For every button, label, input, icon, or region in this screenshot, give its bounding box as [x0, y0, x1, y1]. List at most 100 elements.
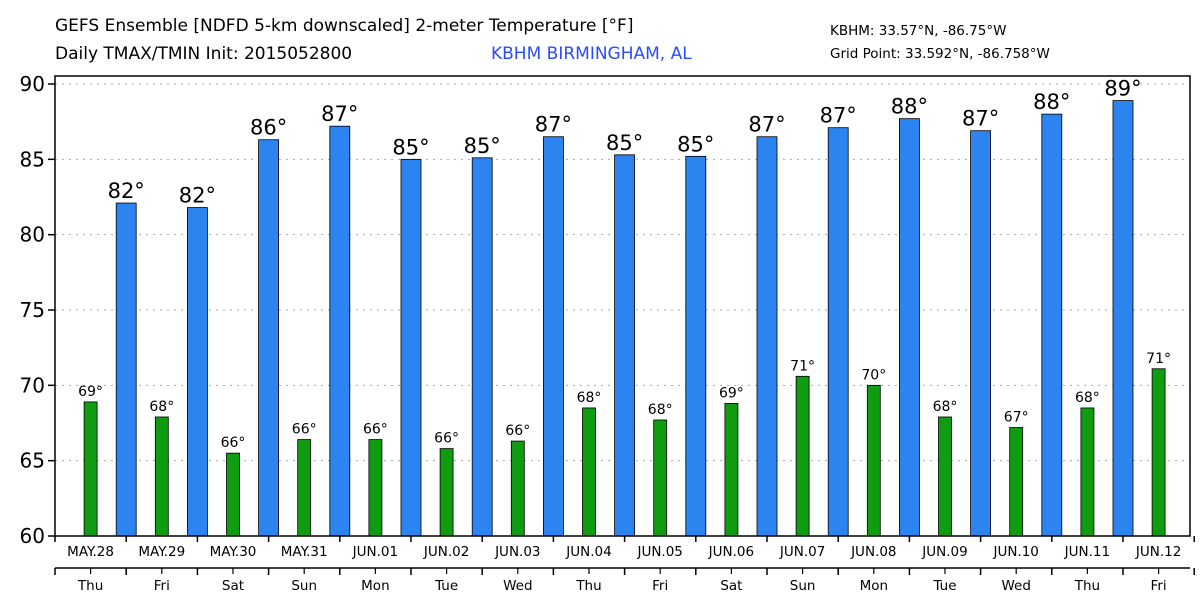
weekday-label: Fri	[1151, 578, 1167, 594]
tmin-label: 68°	[648, 402, 673, 418]
y-tick-label: 80	[20, 223, 45, 247]
date-label: MAY.29	[138, 544, 185, 560]
tmax-label: 82°	[108, 179, 145, 203]
weekday-label: Mon	[361, 578, 389, 594]
date-label: MAY.30	[210, 544, 257, 560]
tmax-label: 87°	[321, 102, 358, 126]
date-label: JUN.03	[494, 544, 540, 560]
date-label: MAY.28	[67, 544, 114, 560]
tmin-bar	[297, 439, 312, 537]
tmax-bar	[685, 155, 707, 537]
y-tick-label: 75	[20, 298, 45, 322]
tmin-label: 66°	[292, 422, 317, 438]
weekday-label: Sat	[720, 578, 742, 594]
tmin-label: 68°	[577, 390, 602, 406]
tmax-label: 85°	[464, 134, 501, 158]
tmax-bar	[400, 158, 422, 537]
tmax-bar	[756, 136, 778, 537]
date-label: JUN.05	[636, 544, 682, 560]
weekday-label: Thu	[77, 578, 103, 594]
tmax-bar	[614, 154, 635, 537]
y-tick-label: 90	[20, 72, 45, 96]
station-name: KBHM BIRMINGHAM, AL	[491, 44, 692, 64]
plot-frame	[54, 75, 1191, 537]
weekday-label: Wed	[503, 578, 532, 594]
tmin-label: 68°	[149, 399, 174, 415]
tmax-label: 88°	[891, 95, 928, 119]
tmax-label: 87°	[962, 107, 999, 131]
weekday-label: Fri	[154, 578, 170, 594]
date-label: JUN.09	[921, 544, 967, 560]
tmin-label: 68°	[933, 399, 958, 415]
tmin-bar	[1080, 407, 1095, 537]
tmin-bar	[510, 440, 525, 537]
weekday-label: Mon	[860, 578, 888, 594]
tmax-label: 85°	[606, 131, 643, 155]
tmin-label: 68°	[1075, 390, 1100, 406]
tmax-label: 87°	[748, 113, 785, 137]
date-label: JUN.12	[1135, 544, 1181, 560]
tmin-bar	[1151, 368, 1166, 537]
tmin-bar	[226, 452, 240, 537]
weekday-label: Thu	[1074, 578, 1100, 594]
weekday-label: Wed	[1001, 578, 1030, 594]
y-tick-label: 70	[20, 373, 45, 397]
tmax-label: 87°	[535, 113, 572, 137]
tmax-bar	[1112, 100, 1134, 537]
y-tick-label: 85	[20, 147, 45, 171]
tmax-label: 86°	[250, 116, 287, 140]
tmin-label: 66°	[221, 435, 246, 451]
tmax-bar	[258, 139, 280, 537]
weekday-label: Sun	[790, 578, 816, 594]
tmax-label: 89°	[1104, 77, 1141, 101]
weekday-label: Fri	[652, 578, 668, 594]
tmax-label: 85°	[677, 132, 714, 156]
date-label: JUN.06	[708, 544, 754, 560]
tmax-bar	[827, 127, 849, 537]
date-label: JUN.08	[850, 544, 896, 560]
date-label: JUN.02	[423, 544, 469, 560]
tmin-label: 69°	[719, 385, 744, 401]
weekday-label: Sat	[222, 578, 244, 594]
tmin-label: 66°	[505, 423, 530, 439]
tmax-label: 88°	[1033, 90, 1070, 114]
tmin-label: 71°	[790, 358, 815, 374]
weekday-label: Tue	[434, 578, 458, 594]
tmin-bar	[795, 375, 810, 537]
tmax-bar	[899, 118, 920, 537]
tmin-bar	[582, 407, 596, 537]
tmax-bar	[1041, 113, 1063, 537]
weekday-label: Thu	[575, 578, 601, 594]
tmax-bar	[186, 207, 208, 537]
tmin-bar	[938, 416, 952, 537]
tmin-bar	[866, 384, 881, 537]
date-label: JUN.01	[352, 544, 398, 560]
chart-title: GEFS Ensemble [NDFD 5-km downscaled] 2-m…	[55, 16, 634, 36]
tmax-bar	[329, 125, 351, 537]
station-coords: KBHM: 33.57°N, -86.75°W	[830, 23, 1007, 39]
tmin-label: 66°	[434, 431, 459, 447]
weekday-label: Sun	[291, 578, 317, 594]
tmin-bar	[724, 403, 739, 537]
date-label: JUN.07	[779, 544, 825, 560]
tmax-bar	[471, 157, 493, 537]
weekday-label: Tue	[932, 578, 956, 594]
tmin-label: 70°	[861, 367, 886, 383]
tmin-label: 66°	[363, 422, 388, 438]
tmin-bar	[439, 448, 454, 537]
tmax-bar	[115, 202, 137, 537]
tmin-bar	[154, 416, 169, 537]
tmin-label: 67°	[1004, 410, 1029, 426]
tmax-bar	[970, 130, 991, 537]
chart-subtitle: Daily TMAX/TMIN Init: 2015052800	[55, 44, 353, 64]
date-label: JUN.11	[1064, 544, 1110, 560]
tmin-bar	[1009, 427, 1024, 537]
tmax-label: 82°	[179, 184, 216, 208]
tmax-label: 87°	[820, 104, 857, 128]
date-label: JUN.04	[565, 544, 611, 560]
tmax-bar	[543, 136, 564, 537]
tmin-label: 71°	[1146, 351, 1171, 367]
tmin-bar	[368, 439, 383, 537]
grid-point-coords: Grid Point: 33.592°N, -86.758°W	[830, 46, 1050, 62]
